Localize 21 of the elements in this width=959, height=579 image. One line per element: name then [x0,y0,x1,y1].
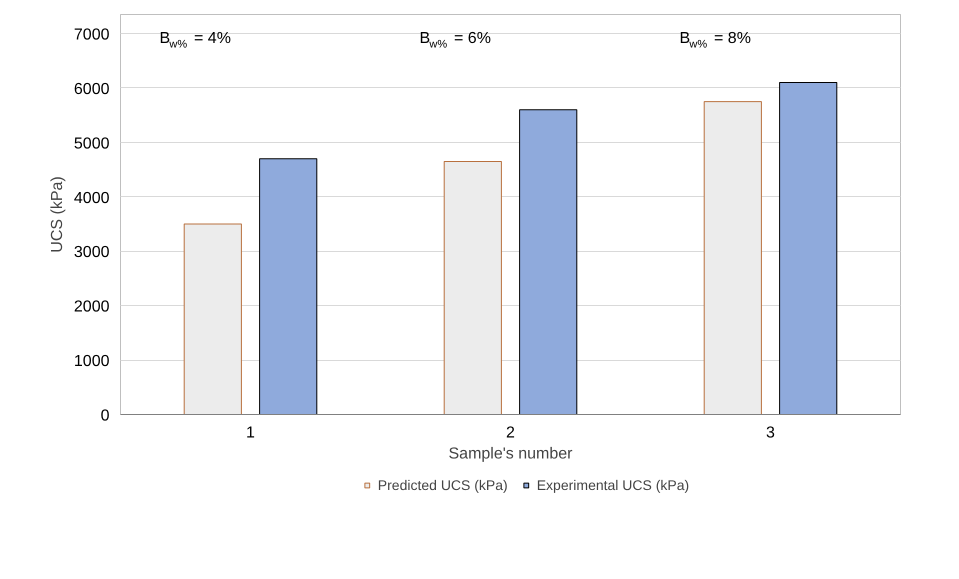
y-tick-label: 0 [100,408,110,424]
bar [704,101,762,414]
bar [444,160,502,414]
bar [184,224,242,414]
legend-label: Experimental UCS (kPa) [536,477,690,493]
x-tick-label: 3 [766,424,776,442]
bar [519,109,578,414]
y-tick-label: 7000 [74,26,110,44]
y-tick-label: 4000 [74,190,110,207]
y-axis-title: UCS (kPa) [48,176,66,253]
legend-label: Predicted UCS (kPa) [378,477,508,493]
bar [779,82,838,414]
x-axis-title: Sample's number [448,446,574,462]
y-tick-label: 1000 [74,353,110,370]
x-tick-label: 2 [506,424,516,442]
y-tick-label: 3000 [74,244,110,262]
bar [259,158,318,414]
y-tick-label: 6000 [74,80,110,98]
y-tick-label: 5000 [74,135,110,152]
x-tick-label: 1 [246,424,256,442]
y-tick-label: 2000 [74,298,110,316]
